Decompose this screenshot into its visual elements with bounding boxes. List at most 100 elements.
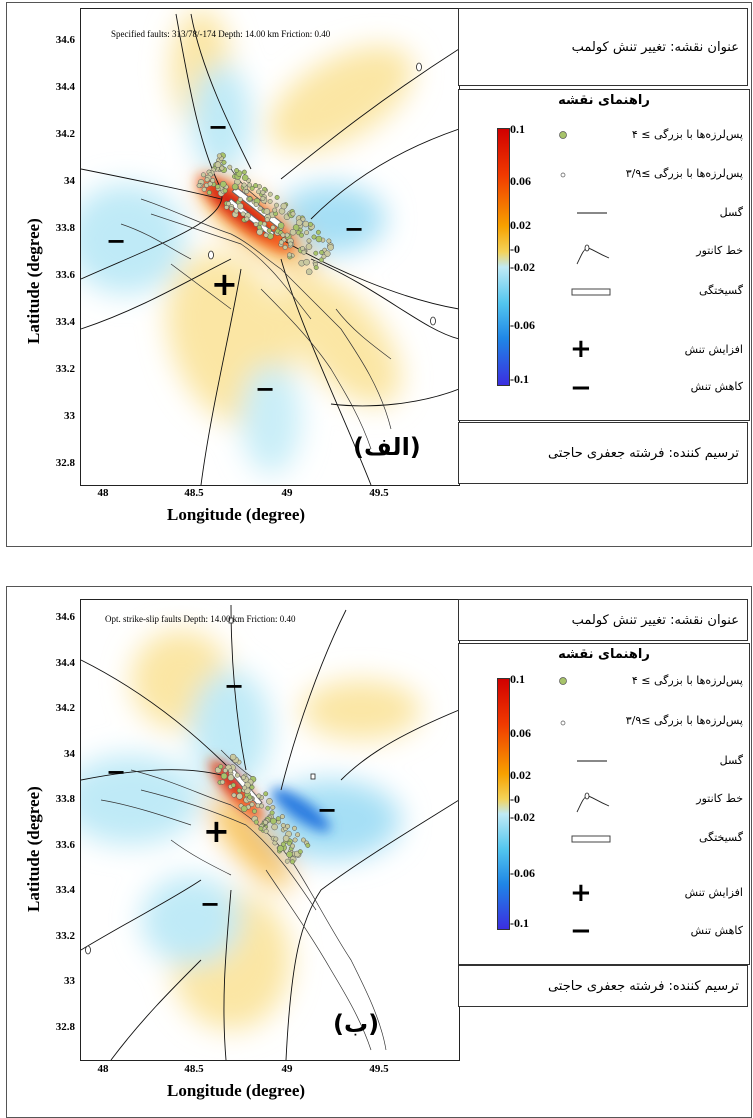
legend-label: خط کانتور	[696, 792, 743, 805]
aftershock-point	[240, 805, 248, 813]
aftershock-point	[226, 201, 232, 207]
aftershock-point	[265, 805, 271, 811]
colorbar-tick: 0.1	[510, 122, 525, 136]
aftershock-point	[280, 202, 288, 210]
aftershock-point	[315, 235, 323, 243]
aftershock-point	[299, 232, 304, 238]
y-tick: 34.2	[55, 128, 75, 140]
aftershock-point	[263, 791, 269, 797]
aftershock-point	[277, 845, 284, 852]
aftershock-point	[274, 194, 280, 200]
y-tick: 34.2	[55, 702, 75, 714]
legend-label: افزایش تنش	[684, 343, 743, 356]
fault-line-icon	[577, 760, 607, 762]
legend-label: پس‌لرزه‌ها با بزرگی ≥ ۴	[631, 128, 743, 141]
legend-label: گسل	[719, 754, 743, 767]
aftershock-point	[305, 268, 313, 276]
y-tick: 33.8	[55, 222, 75, 234]
legend-label: کاهش تنش	[690, 924, 743, 937]
aftershock-point	[282, 835, 290, 842]
aftershock-point	[222, 188, 228, 194]
legend-label: خط کانتور	[696, 244, 743, 257]
x-axis-label: Longitude (degree)	[167, 505, 306, 524]
aftershock-point	[273, 836, 279, 842]
y-tick: 33.6	[55, 839, 75, 851]
aftershock-point	[267, 232, 274, 240]
credit: ترسیم کننده: فرشته جعفری حاجتی	[547, 445, 739, 461]
aftershock-point	[296, 219, 303, 226]
aftershock-point	[275, 816, 281, 822]
x-tick: 49	[281, 1063, 293, 1075]
aftershock-point	[313, 250, 319, 256]
aftershock-point	[303, 258, 310, 266]
aftershock-point	[218, 764, 224, 770]
credit: ترسیم کننده: فرشته جعفری حاجتی	[547, 978, 739, 994]
aftershock-point	[295, 832, 301, 838]
aftershock-point	[201, 186, 207, 192]
aftershock-point	[253, 221, 259, 227]
aftershock-point	[301, 249, 307, 255]
aftershock-point	[292, 224, 300, 231]
aftershock-point	[305, 243, 313, 250]
aftershock-point	[234, 168, 240, 173]
aftershock-point	[263, 208, 271, 215]
aftershock-point	[231, 183, 239, 190]
legend-box: راهنمای نقشه 0.1 0.06 0.02 -0 -0.02 -0.0…	[458, 89, 750, 421]
aftershock-point	[282, 244, 288, 250]
y-tick: 33.4	[55, 884, 75, 896]
aftershock-point	[258, 826, 264, 832]
aftershock-point	[247, 182, 253, 188]
y-tick: 33.2	[55, 930, 75, 942]
colorbar-tick: -0.06	[510, 866, 535, 880]
aftershock-point	[305, 842, 311, 848]
aftershock-point	[234, 772, 240, 778]
x-tick: 49.5	[369, 487, 389, 499]
legend-box: راهنمای نقشه 0.1 0.06 0.02 -0 -0.02 -0.0…	[458, 643, 750, 965]
increase-symbol: +	[203, 812, 230, 850]
aftershock-point	[231, 792, 237, 798]
increase-symbol: +	[211, 265, 238, 303]
aftershock-point	[259, 803, 265, 809]
map-info-a: Specified faults: 313/78/-174 Depth: 14.…	[111, 29, 331, 39]
colorbar-tick: 0.02	[510, 768, 531, 782]
aftershock-point	[280, 841, 286, 847]
legend-label: افزایش تنش	[684, 886, 743, 899]
aftershock-point	[292, 837, 298, 843]
fault-line-icon	[577, 212, 607, 214]
decrease-symbol: −	[106, 227, 127, 255]
y-tick: 34.6	[55, 34, 75, 46]
aftershock-point	[256, 189, 262, 195]
decrease-icon: −	[570, 373, 592, 403]
y-tick: 33.6	[55, 269, 75, 281]
aftershock-point	[215, 184, 221, 190]
aftershock-point	[308, 221, 313, 227]
legend-label: گسیختگی	[698, 284, 743, 297]
aftershock-point	[261, 221, 267, 227]
aftershock-point	[237, 196, 243, 202]
aftershock-point	[286, 840, 292, 846]
map-frame-a: Specified faults: 313/78/-174 Depth: 14.…	[80, 8, 460, 486]
panel-letter-a: (الف)	[353, 433, 421, 461]
decrease-symbol: −	[317, 796, 338, 824]
aftershock-point	[269, 810, 275, 816]
aftershock-point	[219, 165, 225, 171]
colorbar-tick: -0.06	[510, 318, 535, 332]
aftershock-point	[270, 817, 277, 825]
panel-b: Opt. strike-slip faults Depth: 14.00 km …	[6, 586, 752, 1118]
aftershock-point	[244, 189, 250, 194]
aftershock-point	[256, 224, 262, 230]
aftershock-point	[210, 177, 216, 183]
aftershock-point	[253, 819, 259, 825]
y-tick: 34	[64, 748, 75, 760]
aftershock-point	[289, 228, 297, 236]
y-tick: 34	[64, 175, 75, 187]
aftershock-point	[263, 819, 269, 825]
aftershock-point	[241, 774, 247, 780]
x-tick: 49	[281, 487, 293, 499]
aftershock-point	[221, 159, 227, 165]
x-tick: 48.5	[184, 487, 204, 499]
colorbar-tick: -0.1	[510, 916, 529, 930]
aftershock-point	[270, 804, 276, 810]
aftershock-point	[233, 208, 239, 214]
aftershock-point	[267, 198, 273, 204]
